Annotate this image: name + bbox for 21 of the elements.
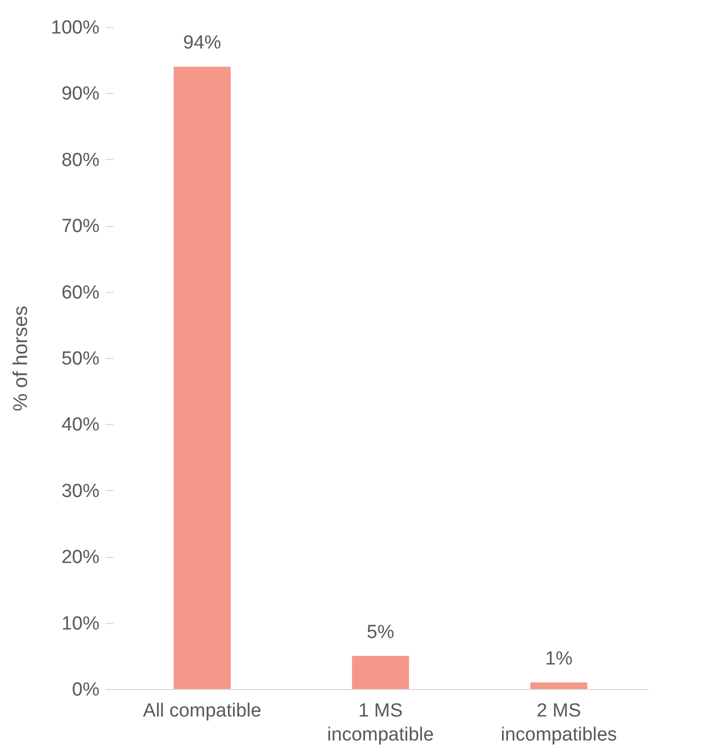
- data-label: 5%: [366, 622, 394, 643]
- y-tick-label: 80%: [61, 150, 100, 171]
- y-tick-label: 40%: [61, 414, 100, 436]
- bar: [352, 656, 410, 689]
- y-tick-label: 60%: [61, 282, 100, 304]
- y-tick-label: 100%: [50, 18, 100, 38]
- data-label: 94%: [183, 32, 222, 54]
- y-tick-label: 70%: [61, 216, 100, 238]
- x-tick-label: 2 MS incompatibles: [500, 700, 617, 746]
- y-tick-label: 10%: [61, 613, 100, 634]
- y-tick-label: 30%: [61, 480, 100, 502]
- y-tick-label: 20%: [61, 547, 100, 568]
- x-tick-label: All compatible: [143, 700, 262, 722]
- data-label: 1%: [545, 648, 573, 670]
- y-axis-title: % of horses: [10, 306, 32, 412]
- x-tick-label: 1 MS incompatible: [327, 700, 434, 746]
- bar: [530, 682, 588, 689]
- bar: [174, 66, 231, 689]
- y-tick-label: 50%: [61, 348, 100, 370]
- y-tick-label: 0%: [72, 680, 100, 700]
- y-tick-label: 90%: [61, 84, 100, 105]
